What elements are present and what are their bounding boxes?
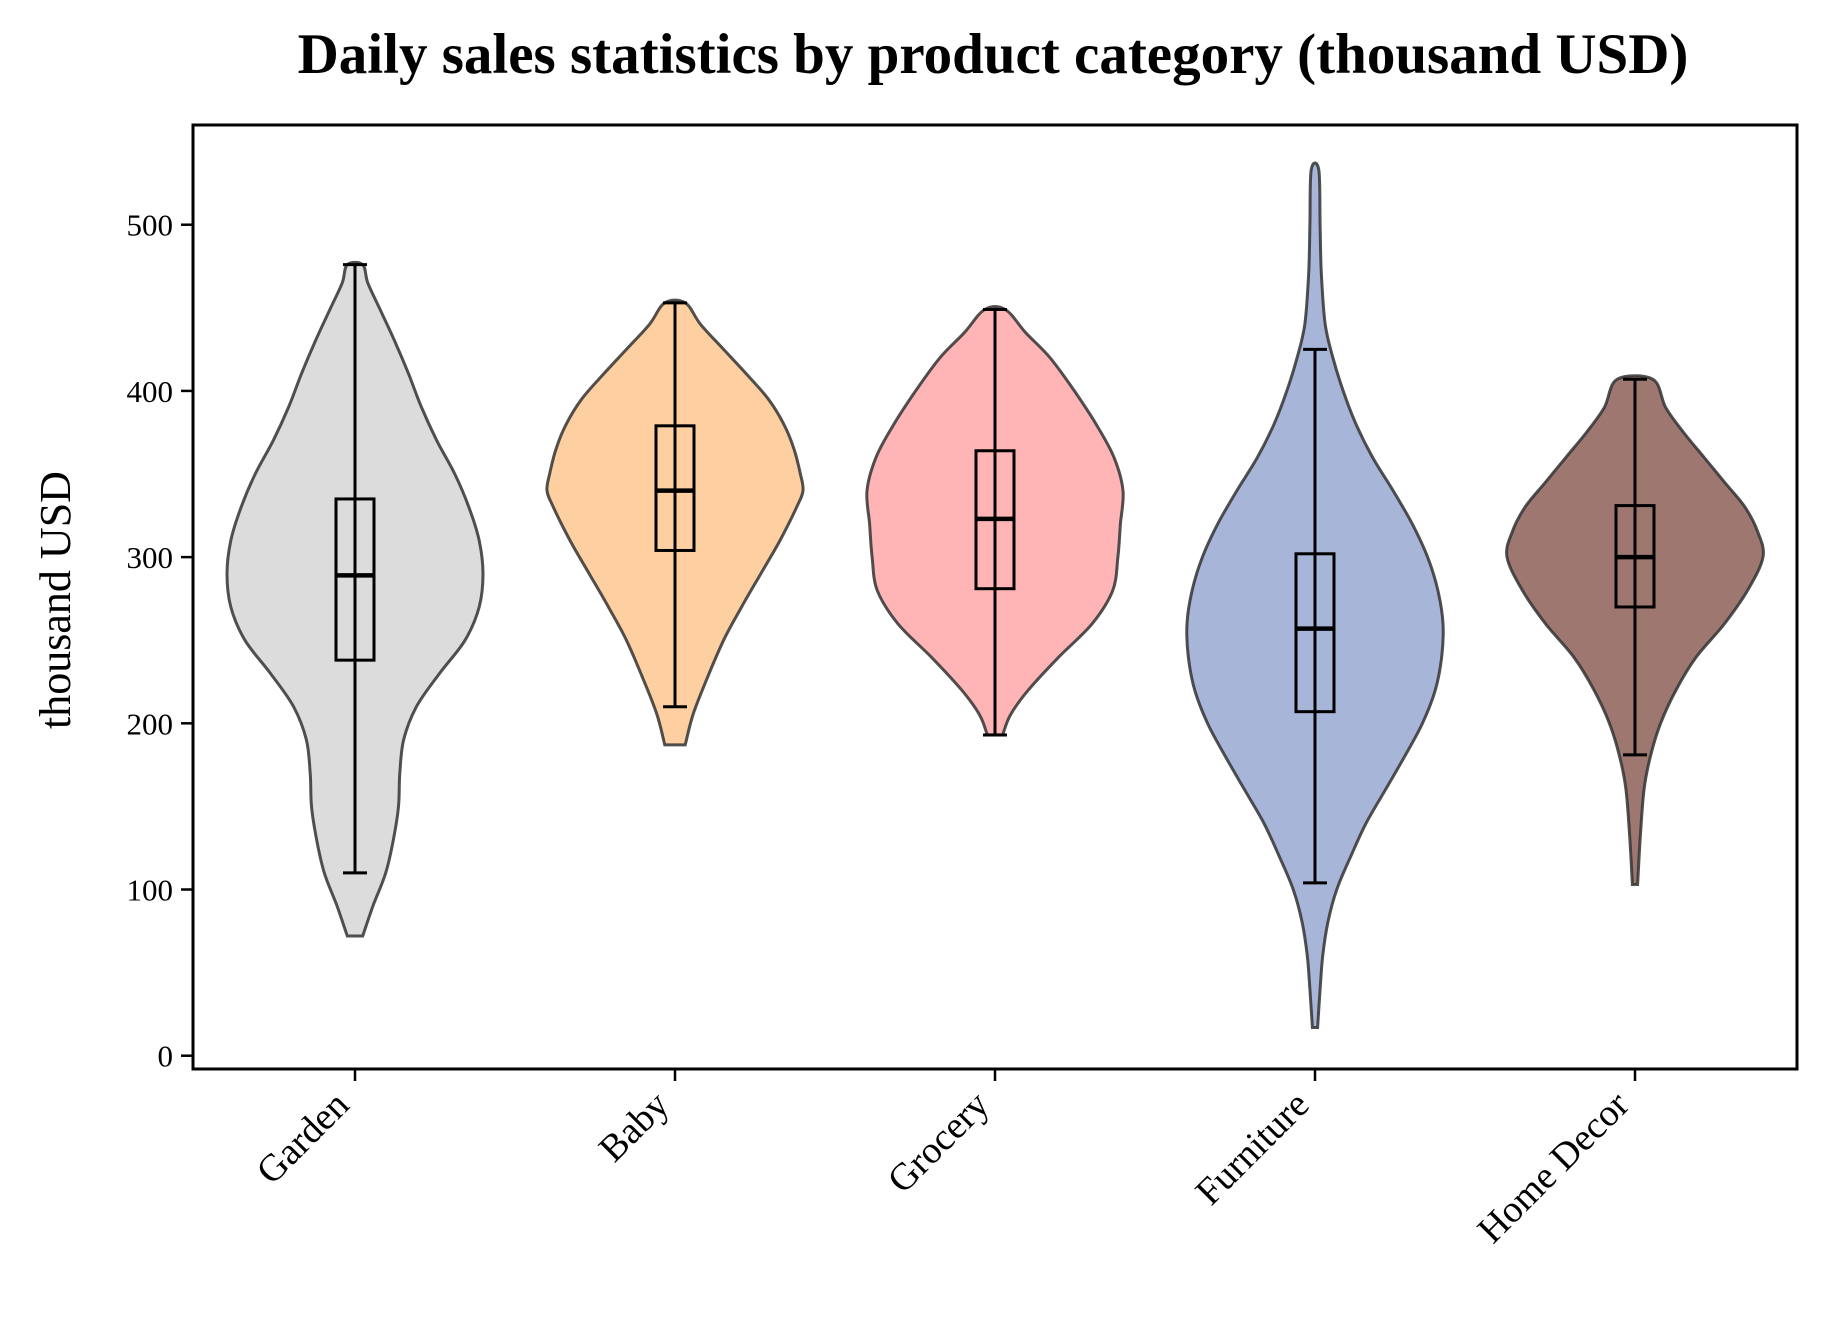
x-axis: Garden Baby Grocery Furniture Home Decor xyxy=(249,1069,1638,1251)
y-tick-label: 100 xyxy=(127,873,174,908)
y-tick-label: 400 xyxy=(127,374,174,409)
iqr-box xyxy=(334,497,376,662)
violin-group-baby xyxy=(545,298,805,747)
x-tick-label: Garden xyxy=(249,1084,358,1193)
y-tick-label: 0 xyxy=(158,1039,174,1074)
violin-group-furniture xyxy=(1185,161,1445,1029)
y-tick-label: 200 xyxy=(127,706,174,741)
iqr-box xyxy=(654,424,696,552)
y-tick-label: 300 xyxy=(127,540,174,575)
x-tick-label: Baby xyxy=(591,1084,677,1170)
violin-group-garden xyxy=(225,260,485,938)
y-axis-label: thousand USD xyxy=(31,471,80,729)
iqr-box xyxy=(1294,552,1336,714)
violin-group-home-decor xyxy=(1505,374,1765,886)
y-axis: 0 100 200 300 400 500 xyxy=(127,208,193,1074)
x-tick-label: Home Decor xyxy=(1470,1083,1638,1251)
y-tick-label: 500 xyxy=(127,208,174,243)
x-tick-label: Grocery xyxy=(880,1084,998,1202)
plot-area xyxy=(225,161,1765,1029)
plot-frame xyxy=(191,123,1799,1071)
chart-title: Daily sales statistics by product catego… xyxy=(298,23,1689,86)
violin-group-grocery xyxy=(865,305,1125,737)
x-tick-label: Furniture xyxy=(1188,1084,1318,1214)
